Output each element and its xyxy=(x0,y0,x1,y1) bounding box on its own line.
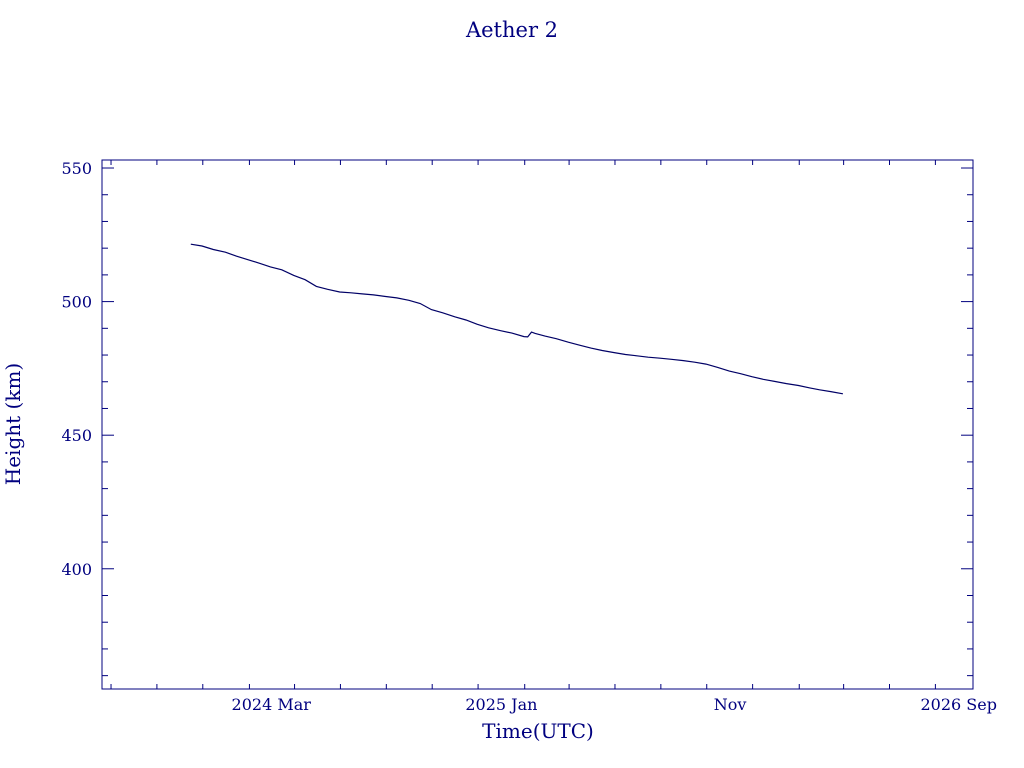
x-tick-label: Nov xyxy=(714,695,747,714)
chart-title: Aether 2 xyxy=(465,18,558,42)
x-tick-label: 2025 Jan xyxy=(465,695,537,714)
y-axis-label: Height (km) xyxy=(1,363,25,485)
y-tick-labels: 400 450 500 550 xyxy=(61,159,92,579)
x-axis-label: Time(UTC) xyxy=(482,719,594,743)
x-tick-label: 2024 Mar xyxy=(232,695,312,714)
height-series-line xyxy=(190,243,844,395)
y-tick-label: 400 xyxy=(61,560,92,579)
y-tick-label: 450 xyxy=(61,426,92,445)
y-axis-ticks xyxy=(102,167,973,677)
y-tick-label: 550 xyxy=(61,159,92,178)
x-tick-labels: 2024 Mar 2025 Jan Nov 2026 Sep xyxy=(232,695,997,714)
y-tick-label: 500 xyxy=(61,293,92,312)
x-tick-label: 2026 Sep xyxy=(920,695,996,714)
x-axis-ticks xyxy=(110,160,936,689)
plot-frame xyxy=(101,159,974,690)
